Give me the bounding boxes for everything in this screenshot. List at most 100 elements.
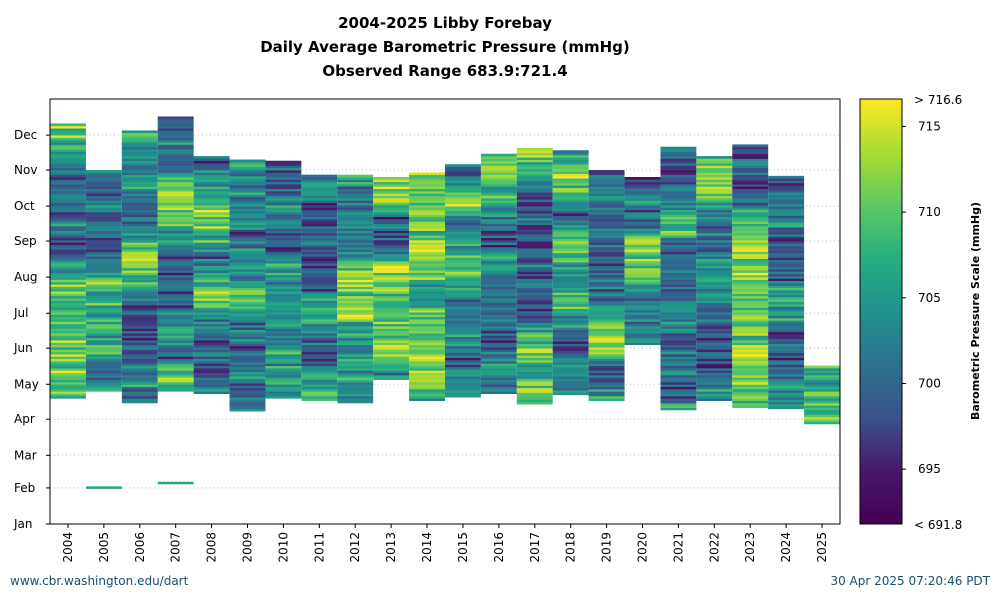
heatmap-cell [588, 337, 625, 341]
heatmap-cell [696, 391, 733, 394]
heatmap-cell [85, 377, 122, 381]
heatmap-cell [768, 238, 805, 242]
heatmap-cell [337, 351, 374, 355]
heatmap-cell [193, 235, 230, 238]
heatmap-cell [373, 186, 410, 190]
x-tick-label: 2022 [707, 532, 721, 563]
heatmap-cell [157, 165, 194, 169]
heatmap-cell [373, 335, 410, 339]
heatmap-cell [121, 344, 158, 348]
heatmap-cell [373, 265, 410, 269]
heatmap-cell [85, 200, 122, 204]
heatmap-cell [337, 374, 374, 378]
heatmap-cell [229, 301, 266, 305]
heatmap-cell [624, 330, 661, 334]
heatmap-cell [193, 316, 230, 320]
heatmap-cell [660, 402, 697, 406]
heatmap-cell [193, 347, 230, 350]
heatmap-cell [660, 398, 697, 401]
heatmap-cell [265, 265, 302, 269]
heatmap-column-2022 [696, 156, 733, 401]
heatmap-cell [804, 412, 840, 415]
heatmap-cell [624, 209, 661, 213]
heatmap-cell [480, 291, 517, 294]
heatmap-cell [121, 309, 158, 313]
heatmap-cell [337, 400, 374, 404]
heatmap-cell [157, 237, 194, 241]
heatmap-cell [768, 324, 805, 328]
heatmap-cell [301, 398, 338, 401]
heatmap-cell [445, 308, 481, 312]
heatmap-cell [445, 289, 481, 293]
heatmap-cell [121, 312, 158, 315]
heatmap-cell [85, 188, 122, 192]
heatmap-cell [121, 160, 158, 164]
heatmap-cell [265, 372, 302, 376]
heatmap-cell [193, 333, 230, 336]
heatmap-cell [337, 221, 374, 224]
heatmap-cell [768, 243, 805, 247]
heatmap-cell [624, 281, 661, 285]
heatmap-cell [193, 209, 230, 213]
heatmap-cell [552, 166, 589, 170]
plot-frame [49, 98, 841, 525]
heatmap-cell [85, 228, 122, 231]
heatmap-cell [768, 373, 805, 377]
heatmap-cell [85, 272, 122, 276]
heatmap-cell [445, 255, 481, 258]
heatmap-cell [373, 307, 410, 311]
heatmap-cell [373, 284, 410, 287]
heatmap-cell [696, 328, 733, 332]
heatmap-cell [409, 356, 445, 360]
heatmap-cell [121, 223, 158, 227]
heatmap-cell [409, 298, 445, 301]
heatmap-cell [121, 314, 158, 318]
heatmap-cell [516, 334, 553, 337]
heatmap-cell [85, 379, 122, 383]
heatmap-cell [768, 345, 805, 349]
heatmap-cell [552, 259, 589, 263]
heatmap-cell [480, 249, 517, 252]
heatmap-cell [373, 225, 410, 229]
heatmap-cell [409, 186, 445, 190]
x-tick-label: 2023 [743, 532, 757, 563]
heatmap-cell [337, 179, 374, 183]
heatmap-cell [157, 481, 194, 485]
heatmap-cell [552, 157, 589, 160]
heatmap-cell [696, 170, 733, 173]
heatmap-cell [480, 312, 517, 315]
heatmap-cell [337, 174, 374, 178]
heatmap-cell [660, 358, 697, 362]
heatmap-cell [373, 184, 410, 187]
heatmap-cell [265, 200, 302, 204]
heatmap-cell [121, 151, 158, 155]
heatmap-cell [373, 230, 410, 234]
heatmap-cell [552, 187, 589, 191]
colorbar-tick-label: 715 [918, 119, 941, 133]
heatmap-cell [732, 156, 769, 159]
heatmap-cell [516, 315, 553, 319]
heatmap-cell [480, 184, 517, 187]
heatmap-cell [768, 329, 805, 333]
heatmap-cell [229, 264, 266, 268]
heatmap-cell [660, 335, 697, 339]
heatmap-cell [552, 306, 589, 309]
heatmap-cell [588, 272, 625, 276]
heatmap-cell [516, 292, 553, 296]
heatmap-cell [480, 379, 517, 383]
heatmap-cell [301, 181, 338, 185]
heatmap-cell [157, 179, 194, 183]
heatmap-cell [732, 391, 769, 394]
heatmap-cell [588, 381, 625, 385]
heatmap-cell [480, 316, 517, 320]
heatmap-cell [265, 286, 302, 290]
heatmap-cell [337, 186, 374, 190]
heatmap-cell [696, 216, 733, 220]
heatmap-cell [337, 286, 374, 290]
heatmap-cell [301, 277, 338, 280]
heatmap-cell [193, 286, 230, 290]
y-tick-label: Apr [14, 412, 35, 426]
heatmap-cell [85, 372, 122, 376]
heatmap-cell [121, 242, 158, 245]
